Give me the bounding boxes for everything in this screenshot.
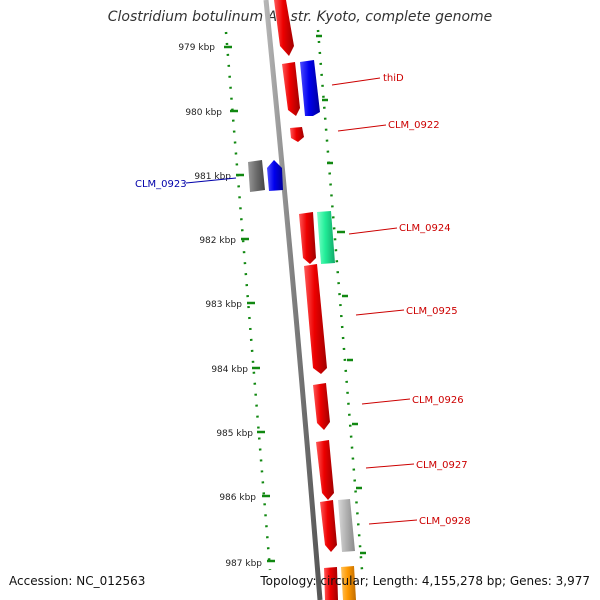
gene-arrow	[282, 62, 300, 116]
gene-arrow	[248, 160, 265, 192]
gene-label-clm-0928: CLM_0928	[419, 516, 471, 527]
leader-line	[348, 227, 398, 235]
tick-label: 983 kbp	[205, 300, 242, 310]
gene-arrow	[274, 0, 294, 56]
tick-label: 979 kbp	[178, 43, 215, 53]
gene-arrow	[324, 567, 338, 600]
gene-labels: thiD CLM_0922 CLM_0923 CLM_0924 CLM_0925…	[135, 73, 471, 527]
leader-line	[337, 124, 387, 132]
gene-arrow	[313, 383, 330, 430]
tick-label: 982 kbp	[199, 236, 236, 246]
gene-arrow	[341, 566, 356, 600]
gene-arrow	[299, 212, 316, 264]
tick-labels: 979 kbp 980 kbp 981 kbp 982 kbp 983 kbp …	[178, 43, 262, 569]
gene-label-clm-0927: CLM_0927	[416, 460, 468, 471]
gene-arrow	[316, 440, 334, 500]
leader-line	[365, 463, 415, 469]
label-leaders	[185, 77, 418, 525]
gene-features	[248, 0, 356, 600]
accession-text: Accession: NC_012563	[9, 574, 146, 588]
leader-line	[185, 177, 237, 184]
gene-label-clm-0926: CLM_0926	[412, 395, 464, 406]
leader-line	[368, 519, 418, 525]
gene-label-clm-0924: CLM_0924	[399, 223, 451, 234]
gene-label-clm-0923: CLM_0923	[135, 179, 187, 190]
leader-line	[355, 309, 405, 316]
leader-line	[331, 77, 381, 86]
tick-label: 981 kbp	[194, 172, 231, 182]
tick-label: 986 kbp	[219, 493, 256, 503]
gene-arrow	[338, 499, 355, 552]
gene-arrow	[317, 211, 335, 264]
tick-label: 984 kbp	[211, 365, 248, 375]
gene-arrow	[304, 264, 327, 374]
gene-arrow	[320, 500, 337, 552]
gene-label-clm-0925: CLM_0925	[406, 306, 458, 317]
gene-arrow	[267, 160, 283, 191]
gene-arrow	[290, 127, 304, 142]
topology-text: Topology: circular; Length: 4,155,278 bp…	[260, 574, 590, 588]
genome-backbone	[263, 0, 323, 600]
gene-arrow	[300, 60, 320, 116]
leader-line	[361, 398, 411, 405]
tick-label: 980 kbp	[185, 108, 222, 118]
tick-label: 987 kbp	[225, 559, 262, 569]
outer-scale-ticks	[316, 34, 366, 555]
scale-ticks	[224, 45, 275, 563]
gene-label-thiD: thiD	[383, 73, 404, 84]
map-title: Clostridium botulinum A2 str. Kyoto, com…	[107, 9, 493, 25]
tick-label: 985 kbp	[216, 429, 253, 439]
gene-label-clm-0922: CLM_0922	[388, 120, 440, 131]
